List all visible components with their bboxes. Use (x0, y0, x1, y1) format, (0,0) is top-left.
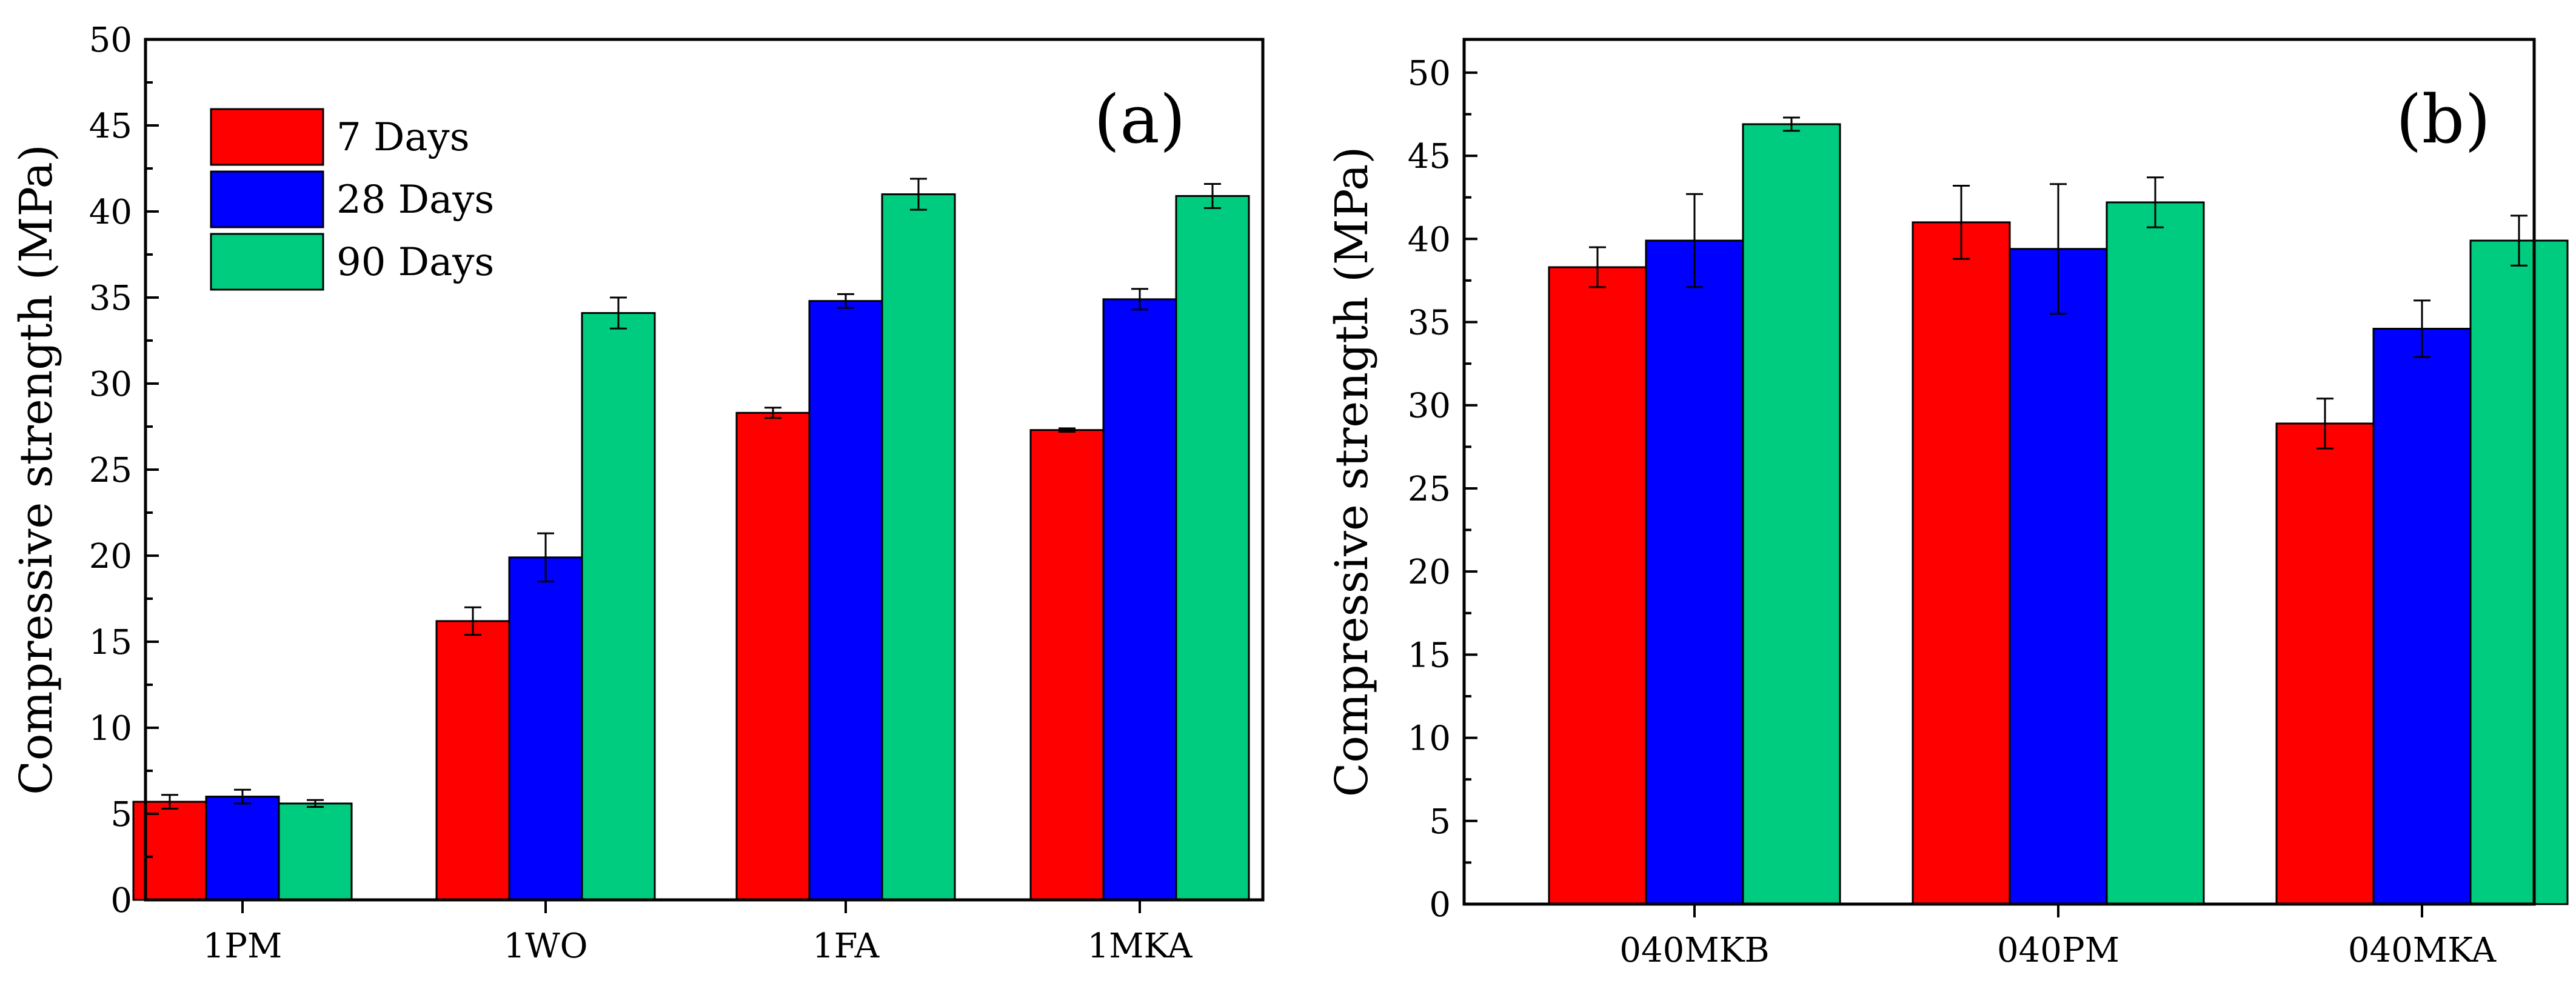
y-axis-title: Compressive strength (MPa) (1326, 147, 1378, 797)
y-tick-label: 45 (89, 107, 132, 146)
y-tick-label: 45 (1408, 137, 1451, 176)
y-tick-label: 35 (1408, 304, 1451, 343)
y-tick-label: 25 (89, 451, 132, 490)
y-tick-label: 20 (1408, 553, 1451, 592)
y-tick-label: 25 (1408, 470, 1451, 509)
bar-1FA-28-days (808, 300, 883, 901)
error-bar (1783, 116, 1800, 132)
error-bar (910, 178, 927, 211)
y-tick-label: 15 (89, 623, 132, 662)
error-bar (2050, 183, 2067, 315)
bar-1WO-90-days (581, 312, 656, 901)
y-tick-label: 20 (89, 537, 132, 576)
bar-040MKB-90-days (1742, 123, 1841, 905)
legend-label: 90 Days (336, 240, 494, 285)
error-bar (2147, 176, 2164, 228)
error-bar (837, 293, 854, 309)
error-bar (2511, 215, 2527, 267)
x-tick-label: 1MKA (1088, 927, 1193, 966)
error-bar (610, 296, 627, 330)
y-tick-label: 40 (89, 193, 132, 232)
error-bar (307, 799, 324, 808)
error-bar (2414, 299, 2430, 358)
bar-040MKB-28-days (1645, 239, 1744, 905)
error-bar (464, 606, 481, 636)
error-bar (1589, 246, 1606, 288)
error-bar (161, 794, 178, 810)
bar-040PM-90-days (2106, 201, 2205, 905)
y-tick-label: 15 (1408, 636, 1451, 675)
bar-1FA-90-days (881, 193, 956, 901)
y-tick-label: 5 (110, 795, 132, 834)
legend-swatch (210, 108, 324, 166)
bar-1WO-28-days (508, 556, 583, 901)
plot-frame (1462, 38, 2536, 906)
chart-panel-a: 0 5 10 15 20 25 30 35 40 45 50 1PM 1WO 1FA 1MKA Compres… (10, 21, 1265, 966)
bar-1PM-90-days (278, 802, 353, 901)
legend-swatch (210, 170, 324, 228)
error-bar (2317, 398, 2333, 450)
chart-panel-b: 0 5 10 15 20 25 30 35 40 45 50 040MKB 040PM 040MKA Com… (1326, 38, 2569, 970)
x-tick-label: 1WO (503, 927, 587, 966)
bar-040PM-28-days (2009, 248, 2108, 905)
error-bar (234, 788, 251, 805)
error-bar (1953, 184, 1970, 260)
y-tick-label: 40 (1408, 220, 1451, 259)
bar-040MKB-7-days (1548, 266, 1647, 905)
y-tick-label: 50 (1408, 54, 1451, 93)
bar-040MKA-28-days (2372, 327, 2472, 905)
y-tick-label: 5 (1429, 802, 1451, 842)
panel-label: (a) (1094, 81, 1185, 158)
y-tick-label: 0 (1429, 885, 1451, 925)
y-tick-label: 50 (89, 21, 132, 60)
y-tick-label: 10 (1408, 719, 1451, 759)
error-bar (537, 532, 554, 583)
y-tick-label: 30 (1408, 387, 1451, 426)
legend: 7 Days 28 Days 90 Days (210, 108, 494, 291)
error-bar (1131, 288, 1148, 311)
x-tick-label: 1FA (812, 927, 880, 966)
y-axis-title: Compressive strength (MPa) (10, 144, 62, 795)
x-tick-label: 040MKA (2348, 931, 2497, 970)
bar-1MKA-28-days (1102, 298, 1177, 901)
y-tick-label: 30 (89, 365, 132, 404)
bar-1MKA-90-days (1175, 195, 1250, 901)
bar-040MKA-7-days (2275, 422, 2375, 905)
bar-040PM-7-days (1912, 221, 2011, 905)
bar-040MKA-90-days (2469, 239, 2569, 905)
legend-label: 28 Days (336, 178, 494, 222)
legend-swatch (210, 233, 324, 291)
panel-label: (b) (2396, 81, 2491, 158)
y-tick-label: 10 (89, 709, 132, 748)
bar-1WO-7-days (435, 620, 510, 901)
y-tick-label: 0 (110, 881, 132, 920)
x-tick-label: 040MKB (1619, 931, 1769, 970)
bar-1FA-7-days (735, 411, 811, 901)
bar-1MKA-7-days (1029, 429, 1105, 901)
error-bar (764, 407, 781, 419)
x-tick-label: 040PM (1997, 931, 2119, 970)
error-bar (1204, 183, 1221, 209)
error-bar (1059, 427, 1076, 433)
y-tick-label: 35 (89, 279, 132, 318)
bar-1PM-28-days (205, 796, 280, 901)
legend-label: 7 Days (336, 115, 470, 160)
x-tick-label: 1PM (203, 927, 283, 966)
error-bar (1686, 193, 1703, 288)
